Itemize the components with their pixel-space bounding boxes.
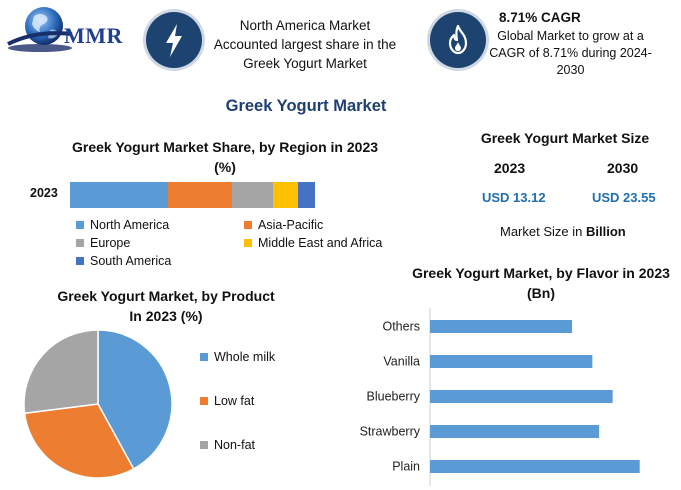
- region-stacked-bar: [70, 182, 315, 208]
- legend-label: Non-fat: [214, 438, 255, 452]
- pie-slice-non-fat: [23, 329, 99, 415]
- flavor-bar-plain: [430, 460, 640, 473]
- legend-swatch: [76, 238, 84, 247]
- legend-swatch: [76, 220, 84, 229]
- market-size-year-2023: 2023: [494, 160, 526, 176]
- region-segment-asia-pacific: [168, 182, 232, 208]
- main-title: Greek Yogurt Market: [225, 97, 387, 115]
- flavor-bar-blueberry: [430, 390, 613, 403]
- market-size-title: Greek Yogurt Market Size: [480, 130, 650, 146]
- pie-legend-item-non-fat: Non-fat: [200, 438, 255, 452]
- legend-label: Whole milk: [214, 350, 276, 364]
- lightning-bolt-icon: [146, 12, 202, 68]
- legend-item-south-america: South America: [76, 254, 171, 268]
- market-size-value-2023: USD 13.12: [482, 190, 546, 205]
- market-size-unit: Market Size in Billion: [500, 224, 626, 239]
- region-chart-category-label: 2023: [30, 186, 58, 200]
- region-segment-north-america: [70, 182, 168, 208]
- region-segment-middle-east-and-africa: [273, 182, 298, 208]
- legend-label: Europe: [90, 236, 131, 250]
- region-segment-south-america: [297, 182, 315, 208]
- flavor-label-plain: Plain: [392, 460, 420, 474]
- market-size-value-2030: USD 23.55: [592, 190, 656, 205]
- legend-label: Low fat: [214, 394, 255, 408]
- market-size-year-2030: 2030: [607, 160, 639, 176]
- region-segment-europe: [231, 182, 274, 208]
- logo-text: MMR: [64, 23, 123, 48]
- flavor-bar-strawberry: [430, 425, 600, 438]
- flavor-label-vanilla: Vanilla: [383, 355, 420, 369]
- legend-swatch: [244, 238, 252, 247]
- pie-legend-item-low-fat: Low fat: [200, 394, 254, 408]
- legend-swatch: [200, 396, 208, 405]
- pie-slice-low-fat: [23, 403, 135, 479]
- cagr-title: 8.71% CAGR: [499, 10, 581, 25]
- legend-swatch: [200, 440, 208, 449]
- pie-slice-whole-milk: [97, 329, 173, 470]
- cagr-description: Global Market to grow at a CAGR of 8.71%…: [489, 29, 652, 77]
- product-chart-title: Greek Yogurt Market, by Product In 2023 …: [57, 288, 275, 324]
- legend-label: Asia-Pacific: [258, 218, 324, 232]
- legend-swatch: [200, 352, 208, 361]
- market-size-unit-prefix: Market Size in: [500, 224, 583, 239]
- flavor-bar-others: [430, 320, 573, 333]
- flavor-chart-title: Greek Yogurt Market, by Flavor in 2023 (…: [412, 265, 670, 301]
- market-size-unit-bold: Billion: [586, 224, 626, 239]
- region-chart-title: Greek Yogurt Market Share, by Region in …: [71, 139, 379, 175]
- globe-icon: [7, 7, 73, 52]
- flame-icon: [430, 12, 486, 68]
- flavor-bar-vanilla: [430, 355, 593, 368]
- legend-item-asia-pacific: Asia-Pacific: [244, 218, 323, 232]
- legend-swatch: [76, 256, 84, 265]
- pie-legend-item-whole-milk: Whole milk: [200, 350, 275, 364]
- legend-item-europe: Europe: [76, 236, 130, 250]
- legend-swatch: [244, 220, 252, 229]
- legend-item-middle-east-and-africa: Middle East and Africa: [244, 236, 382, 250]
- legend-label: Middle East and Africa: [258, 236, 383, 250]
- legend-label: South America: [90, 254, 172, 268]
- product-pie-chart: [23, 329, 173, 479]
- mmr-logo: [6, 4, 136, 54]
- flavor-label-others: Others: [382, 320, 420, 334]
- flavor-label-strawberry: Strawberry: [360, 425, 421, 439]
- legend-label: North America: [90, 218, 170, 232]
- flavor-label-blueberry: Blueberry: [367, 390, 421, 404]
- legend-item-north-america: North America: [76, 218, 169, 232]
- north-america-fact: North America Market Accounted largest s…: [213, 18, 397, 71]
- flavor-bar-chart: Others Vanilla Blueberry Strawberry Plain: [360, 308, 640, 486]
